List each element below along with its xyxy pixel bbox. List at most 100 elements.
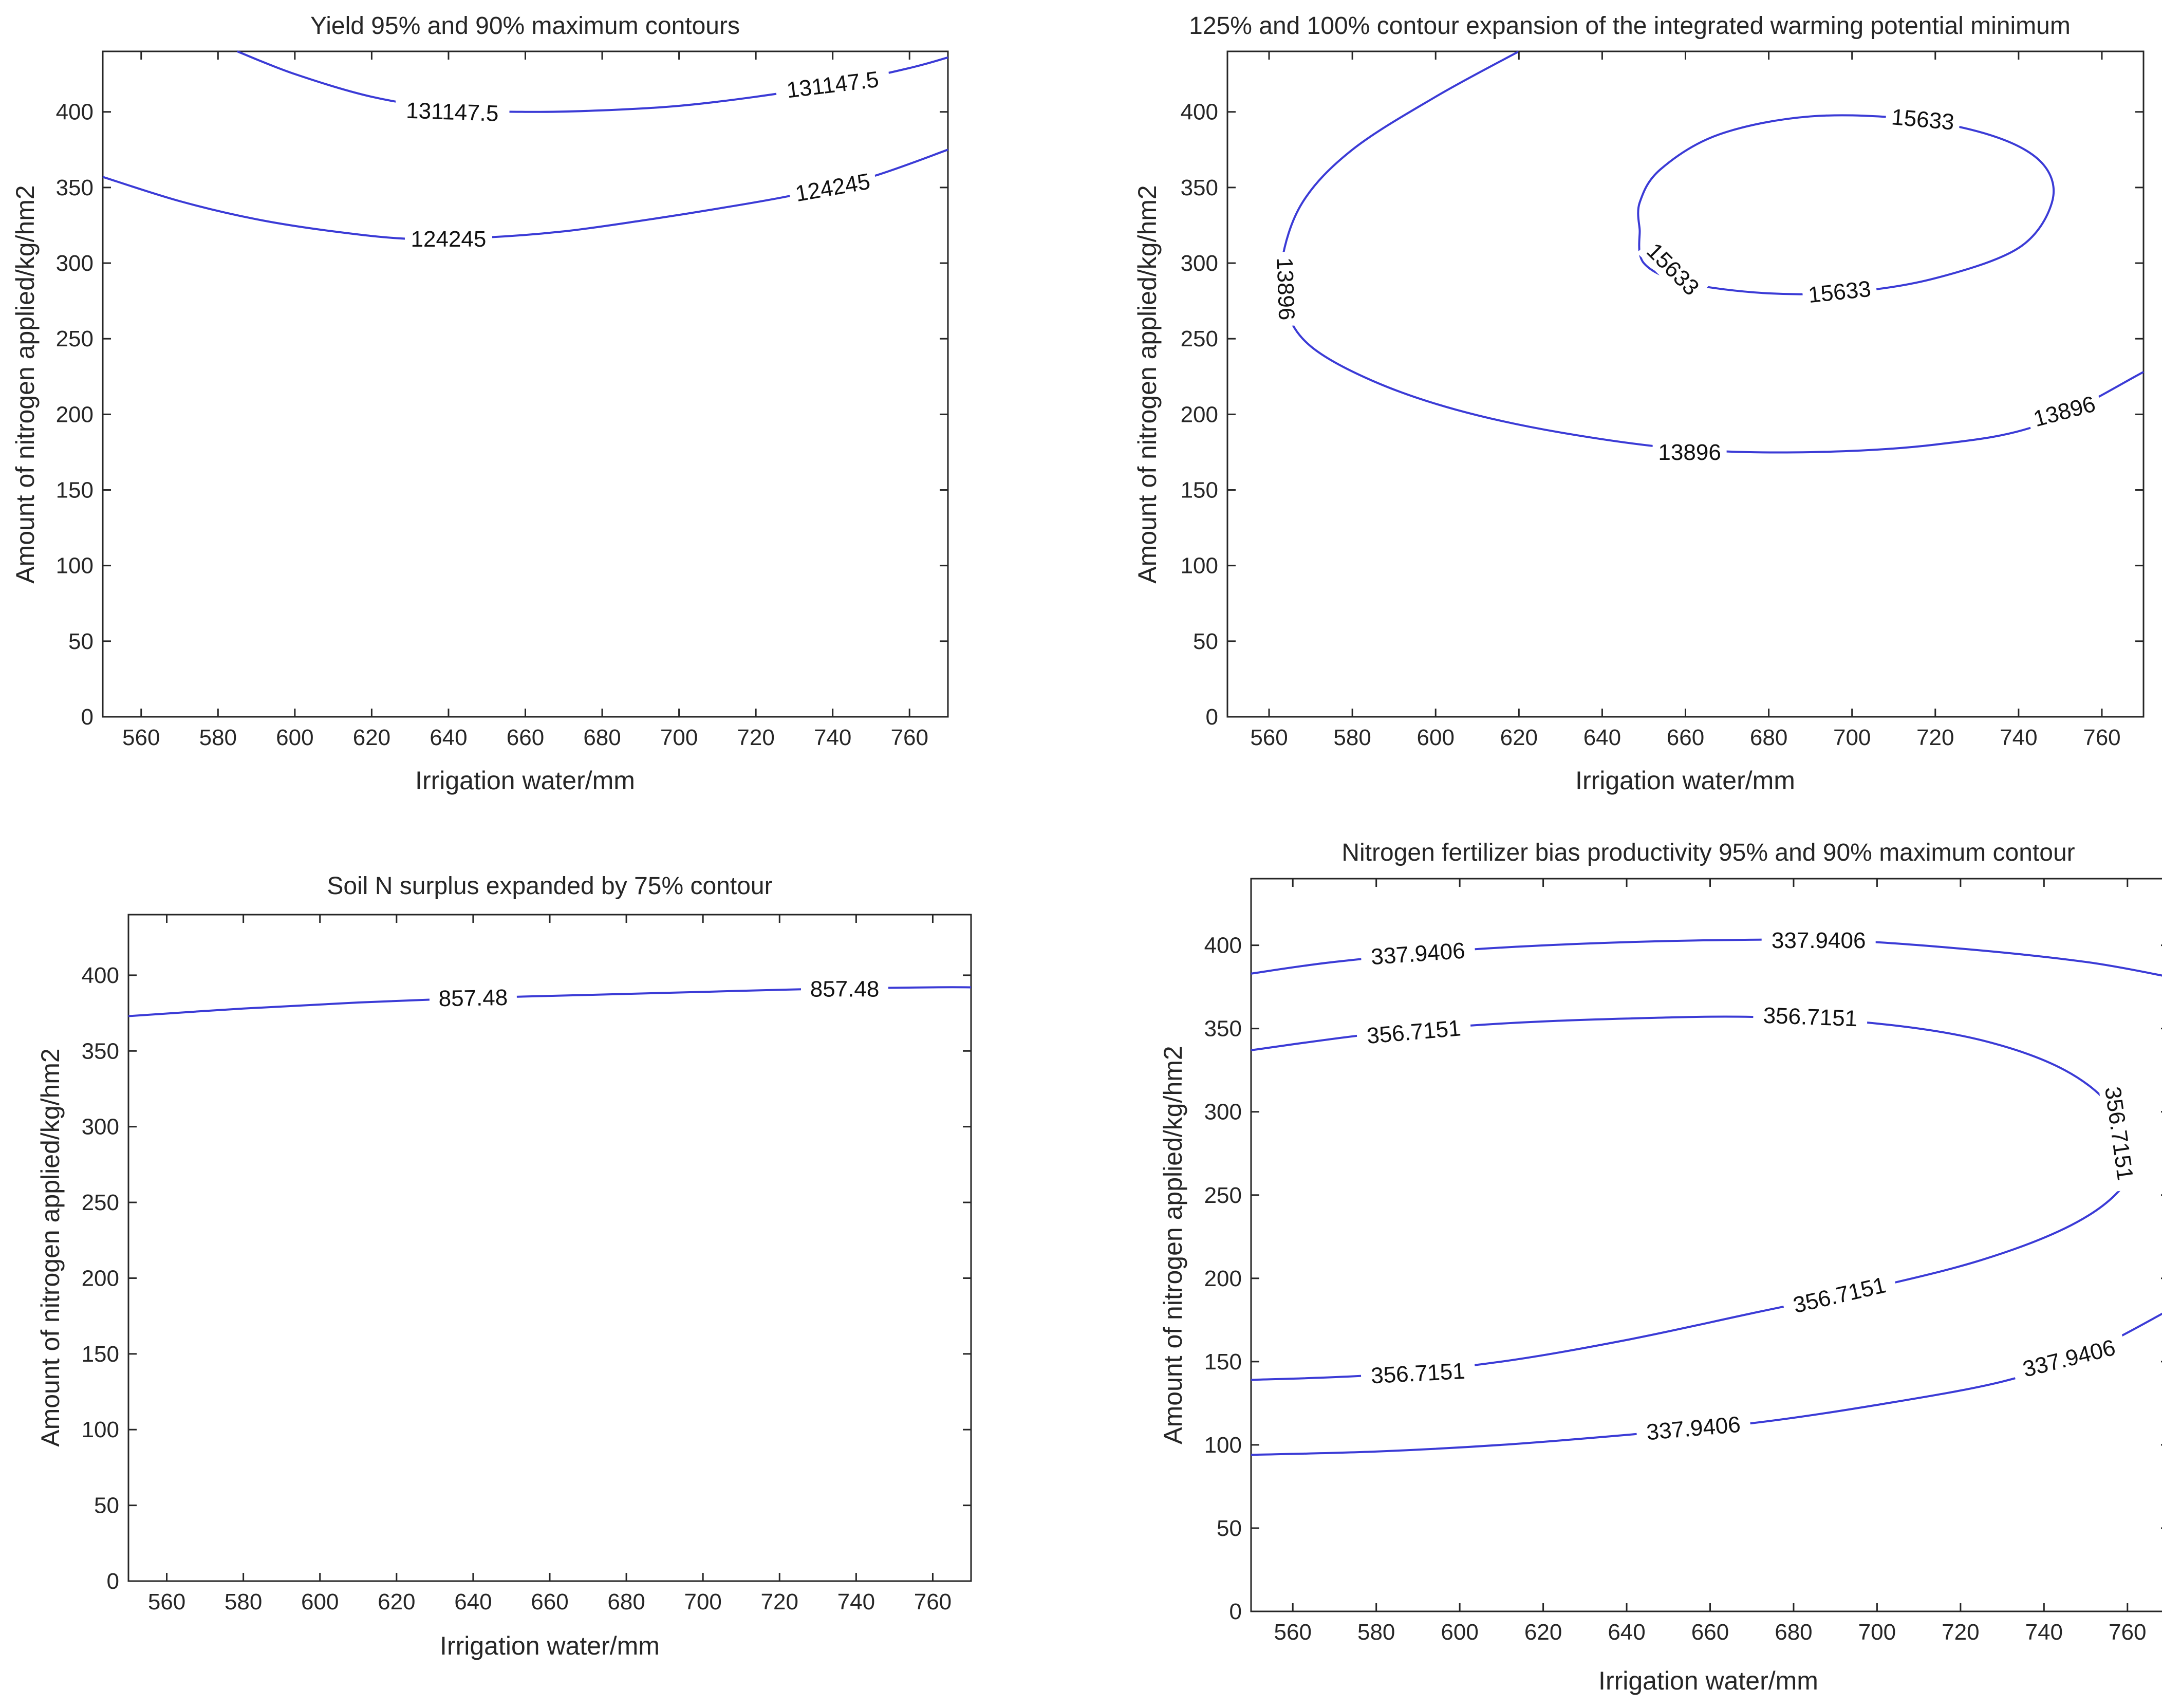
y-tick-label: 100 <box>56 553 94 579</box>
x-tick-label: 680 <box>1750 725 1787 750</box>
contour-lines: 857.48 857.48 <box>128 975 972 1017</box>
contour-label-text: 857.48 <box>438 985 508 1011</box>
x-tick-label: 600 <box>1417 725 1455 750</box>
x-tick-label: 600 <box>1441 1620 1478 1645</box>
contour-label-bg <box>1652 438 1727 466</box>
x-tick-label: 660 <box>507 725 544 750</box>
y-tick-label: 100 <box>1181 553 1218 579</box>
chart-title: Soil N surplus expanded by 75% contour <box>327 872 772 900</box>
y-tick-label: 250 <box>82 1190 119 1215</box>
y-tick-label: 100 <box>82 1417 119 1442</box>
contour-label-bg <box>404 225 492 253</box>
x-tick-label: 580 <box>1333 725 1371 750</box>
x-tick-label: 620 <box>378 1589 415 1614</box>
contour-label-bg <box>1637 233 1709 305</box>
plot-area <box>102 50 949 718</box>
contour-label-bg <box>787 166 879 209</box>
y-tick-label: 250 <box>1204 1183 1242 1208</box>
contour-label-bg <box>1635 1409 1751 1447</box>
y-tick-label: 200 <box>56 402 94 427</box>
contour-label-bg <box>429 983 517 1013</box>
x-tick-label: 720 <box>761 1589 798 1614</box>
y-tick-label: 0 <box>1206 704 1218 730</box>
contour-label-bg <box>1753 1001 1868 1033</box>
contour-line <box>1637 114 2055 295</box>
y-tick-label: 400 <box>1181 100 1218 125</box>
chart-title: 125% and 100% contour expansion of the i… <box>1189 12 2071 40</box>
contour-label: 15633 <box>1885 102 1961 137</box>
x-tick-label: 720 <box>737 725 774 750</box>
y-tick-label: 50 <box>94 1493 119 1518</box>
y-tick-label: 150 <box>1181 478 1218 503</box>
x-tick-label: 720 <box>1916 725 1954 750</box>
contour-label-text: 356.7151 <box>1763 1003 1858 1031</box>
contour-label: 857.48 <box>801 975 888 1003</box>
y-axis-label: Amount of nitrogen applied/kg/hm2 <box>36 1048 65 1447</box>
contour-label-text: 15633 <box>1890 104 1955 135</box>
plot-area <box>1250 878 2162 1612</box>
x-tick-label: 680 <box>583 725 621 750</box>
axis-ticks: 560 580 600 620 640 660 680 700 720 740 760 0 50 100 1… <box>56 51 948 750</box>
y-tick-label: 350 <box>1204 1016 1242 1042</box>
contour-label: 13896 <box>1652 438 1727 466</box>
x-tick-label: 680 <box>607 1589 645 1614</box>
y-tick-label: 50 <box>1217 1516 1242 1541</box>
chart-title: Yield 95% and 90% maximum contours <box>310 12 740 40</box>
chart-panel-yield: 131147.5 131147.5 124245 124245 560 580 600 62… <box>0 0 1028 822</box>
y-tick-label: 300 <box>56 251 94 276</box>
x-axis-label: Irrigation water/mm <box>1575 766 1795 795</box>
contour-label-bg <box>1360 1356 1476 1390</box>
y-tick-label: 200 <box>82 1266 119 1291</box>
contour-label: 13896 <box>1270 251 1301 326</box>
x-axis-label: Irrigation water/mm <box>1598 1666 1818 1695</box>
axis-ticks: 560 580 600 620 640 660 680 700 720 740 760 0 50 100 1… <box>1181 51 2144 750</box>
x-tick-label: 560 <box>1274 1620 1312 1645</box>
x-tick-label: 660 <box>1691 1620 1729 1645</box>
contour-label-bg <box>1761 926 1876 954</box>
contour-label-text: 124245 <box>411 227 487 252</box>
contour-label-text: 337.9406 <box>1772 928 1866 953</box>
x-axis-label: Irrigation water/mm <box>440 1631 660 1660</box>
contour-label-text: 13896 <box>1272 257 1299 321</box>
contour-label: 337.9406 <box>1761 926 1876 954</box>
y-tick-label: 250 <box>56 326 94 351</box>
contour-label: 124245 <box>404 225 492 253</box>
y-axis-label: Amount of nitrogen applied/kg/hm2 <box>11 185 40 584</box>
y-tick-label: 300 <box>82 1115 119 1140</box>
contour-label-bg <box>1781 1268 1898 1322</box>
chart-title: Nitrogen fertilizer bias productivity 95… <box>1341 839 2075 866</box>
x-tick-label: 720 <box>1942 1620 1979 1645</box>
y-tick-label: 150 <box>1204 1349 1242 1375</box>
x-tick-label: 620 <box>1500 725 1538 750</box>
y-tick-label: 50 <box>68 629 94 654</box>
x-tick-label: 660 <box>1667 725 1704 750</box>
x-tick-label: 740 <box>814 725 851 750</box>
contour-line <box>1279 50 2144 454</box>
y-tick-label: 250 <box>1181 326 1218 351</box>
x-tick-label: 580 <box>1357 1620 1395 1645</box>
contour-label: 131147.5 <box>395 96 510 128</box>
contour-label-bg <box>1801 274 1878 310</box>
x-tick-label: 640 <box>1608 1620 1645 1645</box>
x-tick-label: 760 <box>2109 1620 2146 1645</box>
y-tick-label: 200 <box>1204 1266 1242 1291</box>
contour-label-bg <box>1355 1013 1472 1051</box>
contour-label: 337.9406 <box>1360 936 1476 972</box>
contour-label: 337.9406 <box>1635 1409 1751 1447</box>
y-axis-label: Amount of nitrogen applied/kg/hm2 <box>1159 1046 1187 1444</box>
x-tick-label: 700 <box>1858 1620 1896 1645</box>
axis-ticks: 560 580 600 620 640 660 680 700 720 740 760 0 50 100 1… <box>82 915 971 1614</box>
contour-label: 15633 <box>1801 274 1878 310</box>
y-tick-label: 350 <box>82 1038 119 1064</box>
y-tick-label: 350 <box>56 175 94 200</box>
x-tick-label: 700 <box>1833 725 1871 750</box>
x-tick-label: 700 <box>684 1589 721 1614</box>
x-tick-label: 760 <box>891 725 928 750</box>
contour-label-text: 13896 <box>1658 440 1721 465</box>
y-tick-label: 0 <box>107 1569 119 1594</box>
x-tick-label: 740 <box>2025 1620 2063 1645</box>
contour-label-text: 356.7151 <box>1370 1359 1466 1389</box>
contour-label-bg <box>2097 1075 2141 1192</box>
